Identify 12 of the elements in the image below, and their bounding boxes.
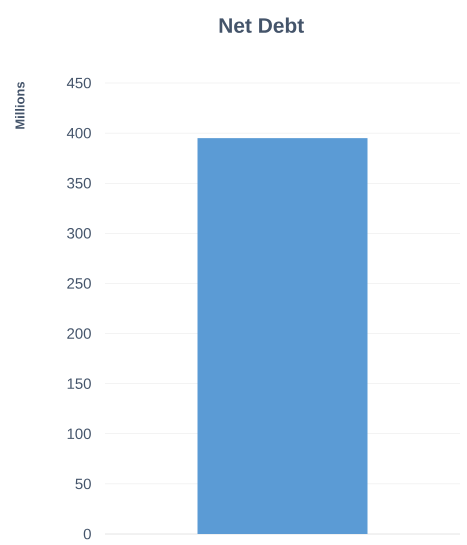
y-tick-label: 250 (67, 278, 91, 289)
chart-title: Net Debt (220, 18, 304, 33)
y-tick-label: 300 (67, 228, 91, 239)
y-tick-label: 150 (68, 378, 91, 389)
y-tick-label: 0 (84, 528, 91, 540)
y-tick-label: 200 (67, 328, 91, 339)
y-axis-title: Millions (15, 82, 25, 129)
y-tick-label: 400 (66, 128, 91, 138)
y-tick-label: 50 (75, 478, 91, 490)
y-tick-label: 350 (67, 178, 91, 189)
y-tick-label: 450 (66, 78, 91, 88)
y-tick-label: 100 (68, 428, 91, 440)
